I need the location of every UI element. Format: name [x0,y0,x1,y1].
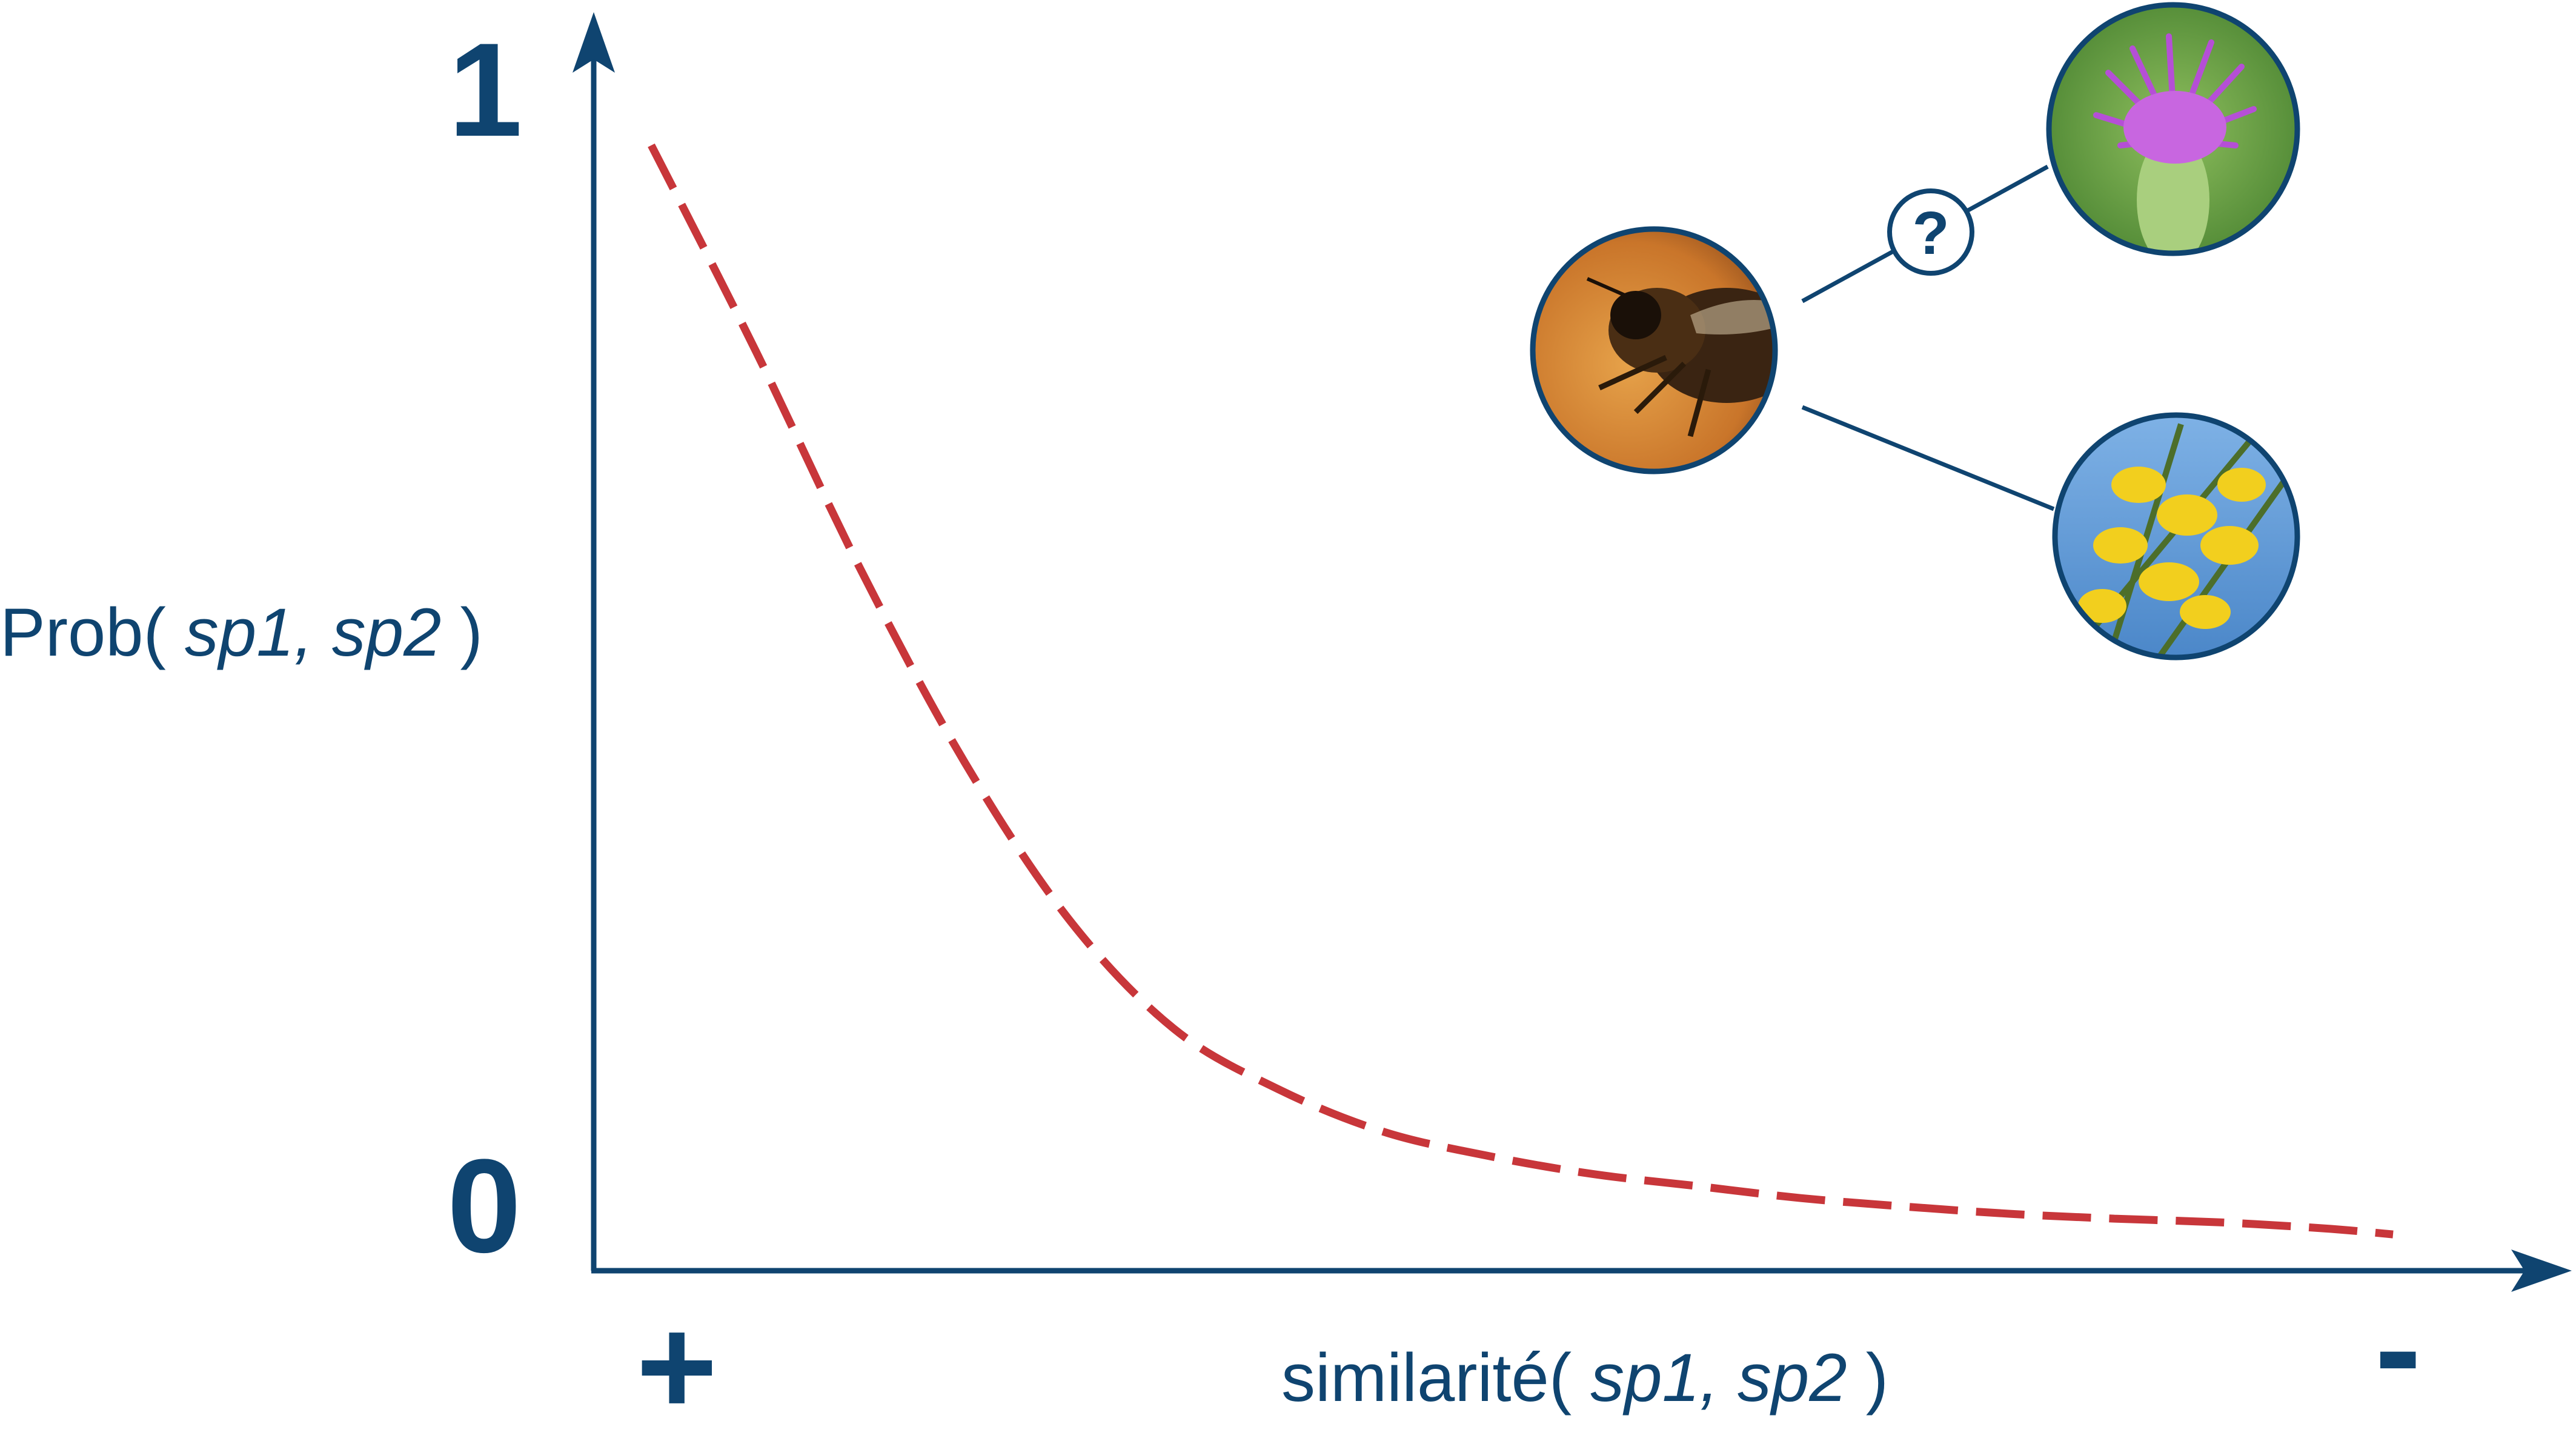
x-axis-label: similarité( sp1, sp2 ) [1281,1344,1888,1412]
question-mark-badge: ? [1887,188,1974,276]
y-tick-bottom: 0 [447,1131,522,1280]
thistle-flower-icon [2046,2,2300,256]
y-axis-arrowhead [573,12,615,73]
x-tick-left: + [636,1288,718,1444]
y-axis-label-args: sp1, sp2 [185,594,442,670]
x-axis-label-args: sp1, sp2 [1590,1340,1847,1416]
x-axis-label-suffix: ) [1847,1340,1889,1416]
x-axis [591,1249,2572,1292]
y-axis-label-prefix: Prob( [0,594,185,670]
similarity-probability-curve [648,143,2394,1239]
link-bee-broom [1801,405,2055,511]
x-axis-arrowhead [2511,1249,2572,1292]
y-axis-label-suffix: ) [441,594,483,670]
y-axis-label: Prob( sp1, sp2 ) [0,599,483,667]
bee-icon [1530,226,1778,474]
x-tick-right: - [2375,1270,2422,1426]
y-tick-top: 1 [448,15,523,164]
y-axis [573,12,615,1271]
interaction-inset: ? [1530,2,2300,660]
question-mark-text: ? [1912,199,1949,267]
broom-flower-icon [2052,412,2300,660]
x-axis-label-prefix: similarité( [1281,1340,1591,1416]
chart-figure: ? [573,2,2572,1292]
